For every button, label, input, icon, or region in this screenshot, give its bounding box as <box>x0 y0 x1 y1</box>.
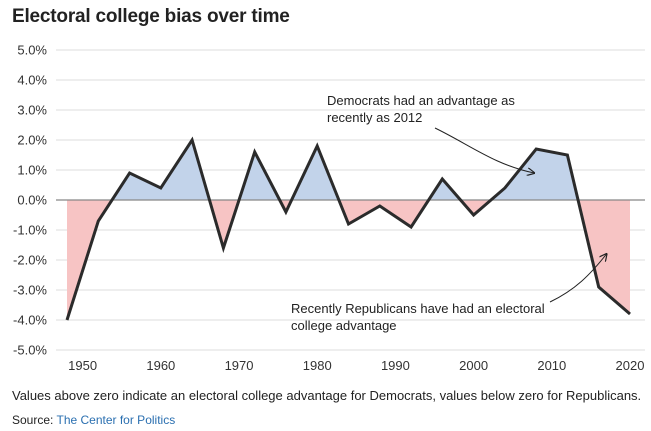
annotation-line: recently as 2012 <box>327 110 422 125</box>
y-tick-label: 1.0% <box>17 163 47 178</box>
democrat-advantage-area <box>491 149 579 200</box>
line-chart: 5.0% 4.0% 3.0% 2.0% 1.0% 0.0% -1.0% -2.0% -3.0% -… <box>13 43 645 373</box>
democrat-advantage-area <box>112 140 210 200</box>
annotation-arrow <box>549 254 607 303</box>
democrat-advantage-area <box>428 179 461 200</box>
x-tick-label: 1980 <box>303 358 332 373</box>
x-tick-label: 2000 <box>459 358 488 373</box>
y-tick-label: 0.0% <box>17 193 47 208</box>
source-line: Source: The Center for Politics <box>12 413 175 427</box>
annotation-line: college advantage <box>291 318 397 333</box>
annotation-arrow <box>434 127 534 173</box>
annotation-republicans: Recently Republicans have had an elector… <box>291 301 545 333</box>
y-tick-label: 5.0% <box>17 43 47 58</box>
chart-title: Electoral college bias over time <box>12 6 290 27</box>
x-tick-label: 2020 <box>616 358 645 373</box>
republican-advantage-area <box>209 200 239 248</box>
source-label: Source: <box>12 413 54 427</box>
x-tick-label: 1950 <box>68 358 97 373</box>
democrat-advantage-area <box>239 152 280 200</box>
republican-advantage-area <box>67 200 112 320</box>
x-axis-ticks: 1950 1960 1970 1980 1990 2000 2010 2020 <box>68 358 644 373</box>
y-tick-label: -1.0% <box>13 223 47 238</box>
x-tick-label: 1960 <box>146 358 175 373</box>
annotation-democrats: Democrats had an advantage as recently as… <box>327 93 515 125</box>
annotation-line: Recently Republicans have had an elector… <box>291 301 545 316</box>
y-axis-ticks: 5.0% 4.0% 3.0% 2.0% 1.0% 0.0% -1.0% -2.0% -3.0% -… <box>13 43 47 358</box>
y-tick-label: 3.0% <box>17 103 47 118</box>
y-tick-label: 2.0% <box>17 133 47 148</box>
grid-lines <box>56 49 645 351</box>
source-link[interactable]: The Center for Politics <box>56 413 176 427</box>
x-tick-label: 2010 <box>537 358 566 373</box>
democrat-advantage-area <box>291 146 339 200</box>
y-tick-label: -2.0% <box>13 253 47 268</box>
y-tick-label: 4.0% <box>17 73 47 88</box>
republican-advantage-area <box>338 200 429 227</box>
y-tick-label: -3.0% <box>13 283 47 298</box>
republican-advantage-area <box>460 200 491 215</box>
series-line-group <box>65 136 631 321</box>
x-tick-label: 1970 <box>225 358 254 373</box>
y-tick-label: -5.0% <box>13 343 47 358</box>
x-tick-label: 1990 <box>381 358 410 373</box>
y-tick-label: -4.0% <box>13 313 47 328</box>
annotations: Democrats had an advantage as recently as… <box>291 93 607 333</box>
annotation-line: Democrats had an advantage as <box>327 93 515 108</box>
chart-note: Values above zero indicate an electoral … <box>12 388 642 403</box>
